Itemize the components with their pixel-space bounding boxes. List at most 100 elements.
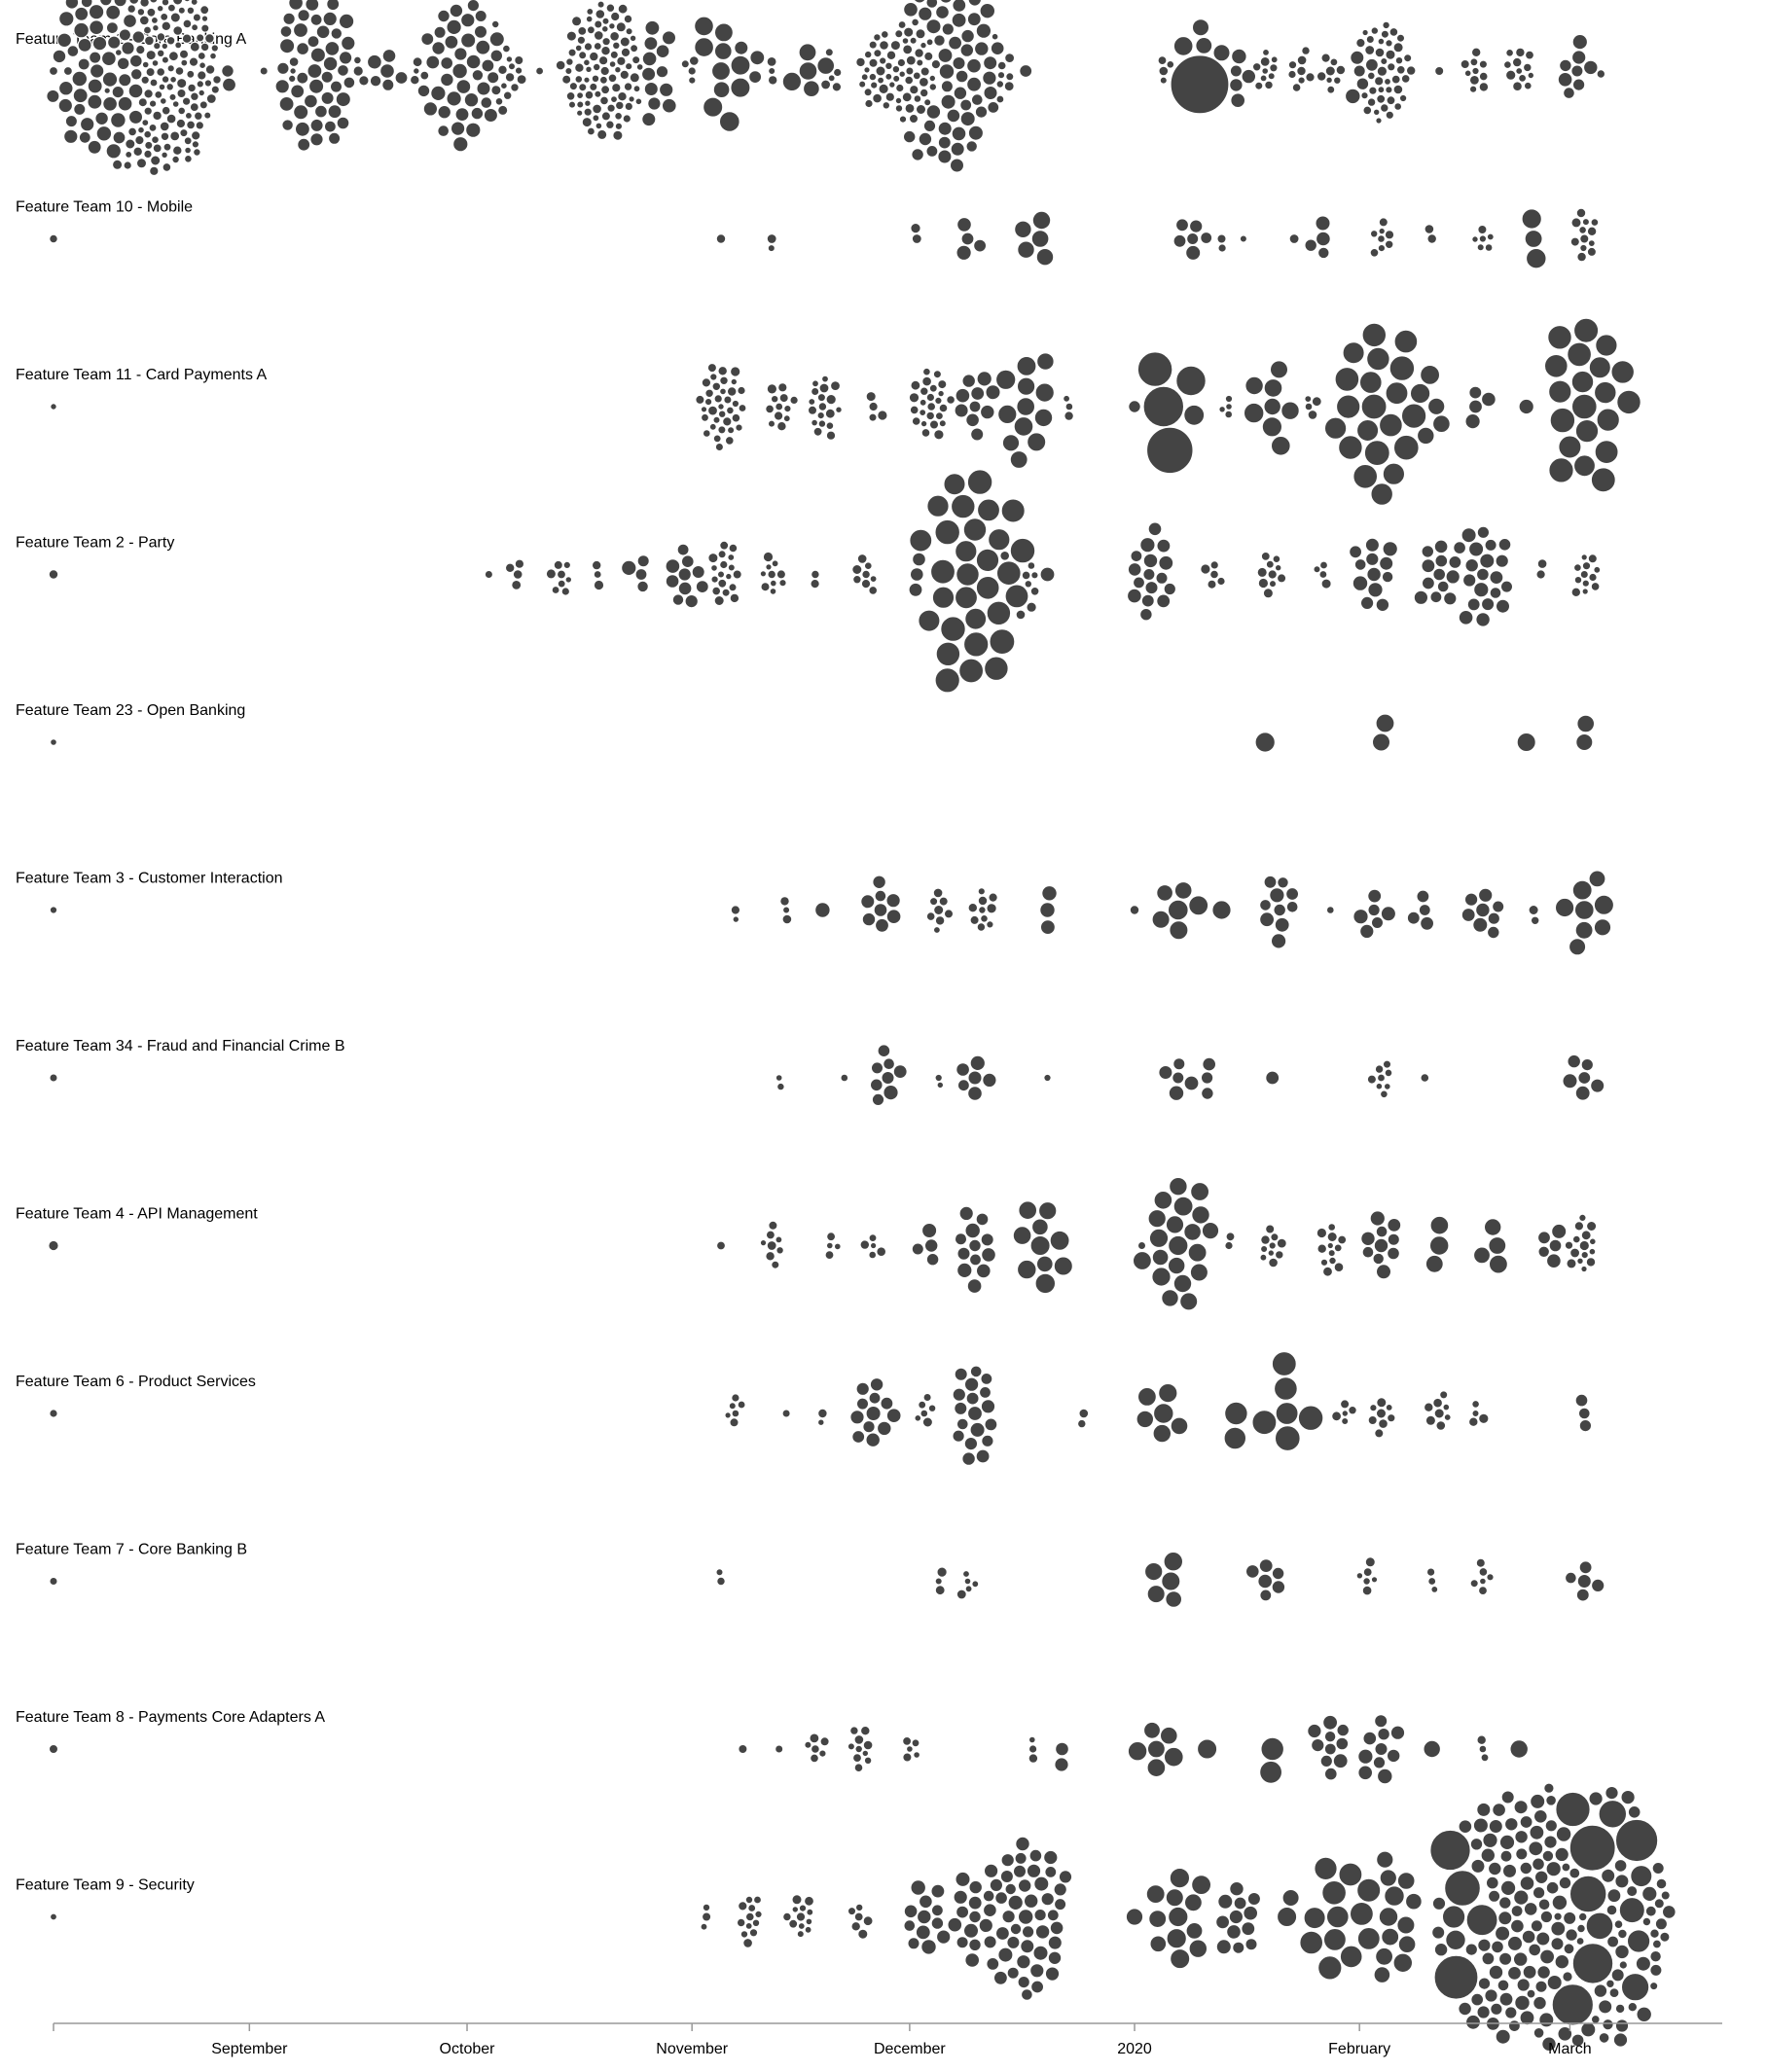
data-point[interactable] [290,84,306,99]
data-point[interactable] [1519,1861,1533,1876]
data-point[interactable] [609,50,620,60]
data-point[interactable] [497,64,508,76]
data-point[interactable] [1305,72,1316,83]
data-point[interactable] [661,97,677,114]
data-point[interactable] [620,559,637,577]
data-point[interactable] [718,559,729,570]
data-point[interactable] [1187,1242,1208,1263]
data-point[interactable] [296,42,310,56]
data-point[interactable] [1436,580,1450,593]
data-point[interactable] [631,54,641,65]
data-point[interactable] [913,0,926,4]
data-point[interactable] [768,66,776,76]
data-point[interactable] [911,147,924,161]
data-point[interactable] [765,1230,776,1240]
data-point[interactable] [896,57,907,68]
data-point[interactable] [1424,224,1435,235]
data-point[interactable] [937,378,948,390]
data-point[interactable] [1032,1945,1049,1961]
data-point[interactable] [902,129,917,144]
data-point[interactable] [1557,71,1573,88]
data-point[interactable] [1573,899,1595,920]
data-point[interactable] [1576,1257,1584,1266]
data-point[interactable] [1541,2036,1557,2053]
data-point[interactable] [1035,1255,1054,1273]
data-point[interactable] [863,88,873,97]
data-point[interactable] [1553,1911,1563,1921]
data-point[interactable] [1244,1937,1258,1951]
data-point[interactable] [1360,1231,1376,1247]
data-point[interactable] [1567,1054,1582,1069]
data-point[interactable] [717,365,729,376]
data-point[interactable] [880,29,889,39]
data-point[interactable] [1322,1927,1348,1952]
data-point[interactable] [484,569,494,580]
data-point[interactable] [1001,1909,1016,1924]
data-point[interactable] [1653,1898,1666,1910]
data-point[interactable] [1499,1849,1513,1863]
data-point[interactable] [1004,1882,1018,1896]
data-point[interactable] [920,1222,938,1239]
data-point[interactable] [1477,1585,1489,1596]
data-point[interactable] [161,75,170,84]
data-point[interactable] [1555,1826,1572,1842]
data-point[interactable] [1375,117,1383,125]
data-point[interactable] [1200,563,1211,575]
data-point[interactable] [744,1911,755,1922]
data-point[interactable] [1223,1401,1248,1426]
data-point[interactable] [1053,1882,1067,1897]
data-point[interactable] [48,1743,59,1755]
data-point[interactable] [514,54,524,66]
data-point[interactable] [144,140,154,151]
data-point[interactable] [1426,397,1446,416]
data-point[interactable] [1299,1930,1324,1955]
data-point[interactable] [1478,234,1488,243]
data-point[interactable] [1264,1224,1276,1234]
data-point[interactable] [1419,364,1441,385]
data-point[interactable] [736,1917,746,1928]
data-point[interactable] [1479,553,1496,569]
data-point[interactable] [1369,1403,1378,1412]
data-point[interactable] [1620,1972,1650,2002]
data-point[interactable] [719,540,730,551]
data-point[interactable] [916,58,924,67]
data-point[interactable] [954,586,979,610]
data-point[interactable] [1035,352,1055,372]
data-point[interactable] [153,41,162,51]
data-point[interactable] [719,375,729,386]
data-point[interactable] [189,91,199,102]
data-point[interactable] [688,54,700,66]
data-point[interactable] [1304,395,1313,404]
data-point[interactable] [561,74,572,85]
data-point[interactable] [1058,1870,1073,1884]
data-point[interactable] [1577,1911,1588,1922]
data-point[interactable] [221,64,234,78]
data-point[interactable] [62,65,74,77]
data-point[interactable] [1005,72,1015,82]
data-point[interactable] [1531,1857,1545,1872]
data-point[interactable] [865,1432,882,1448]
data-point[interactable] [1380,906,1397,922]
data-point[interactable] [1489,586,1502,599]
data-point[interactable] [713,22,735,43]
data-point[interactable] [1572,317,1600,343]
data-point[interactable] [63,128,79,145]
data-point[interactable] [106,35,122,50]
data-point[interactable] [1581,588,1590,595]
data-point[interactable] [706,405,719,416]
data-point[interactable] [1661,1904,1677,1919]
data-point[interactable] [1297,76,1306,85]
data-point[interactable] [977,895,989,907]
data-point[interactable] [1287,69,1297,80]
data-point[interactable] [1254,81,1264,90]
data-point[interactable] [1478,1412,1490,1425]
data-point[interactable] [885,1408,902,1424]
data-point[interactable] [1614,2018,1630,2033]
data-point[interactable] [1259,1253,1268,1262]
data-point[interactable] [775,1235,783,1244]
data-point[interactable] [78,130,91,144]
data-point[interactable] [288,0,305,11]
data-point[interactable] [873,49,883,58]
data-point[interactable] [1433,65,1445,77]
data-point[interactable] [737,1400,746,1410]
